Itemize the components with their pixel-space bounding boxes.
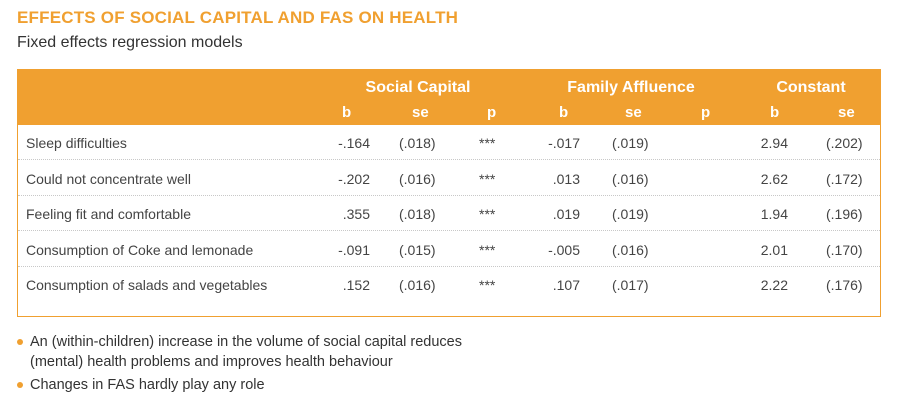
row-label: Consumption of Coke and lemonade [26, 241, 254, 258]
header-c-se: se [838, 104, 855, 121]
cell-c-se: (.176) [826, 277, 863, 293]
cell-sc-se: (.015) [399, 241, 436, 258]
group-constant: Constant [776, 79, 846, 96]
page-title: EFFECTS OF SOCIAL CAPITAL AND FAS ON HEA… [17, 8, 459, 27]
cell-sc-p: *** [479, 241, 496, 258]
cell-sc-se: (.018) [399, 135, 436, 151]
header-c-b: b [770, 104, 780, 121]
cell-c-b: 2.94 [760, 135, 788, 151]
cell-c-b: 1.94 [760, 206, 788, 222]
cell-fa-b: -.017 [548, 135, 580, 151]
cell-fa-se: (.017) [612, 277, 649, 293]
cell-sc-se: (.016) [399, 277, 436, 293]
cell-c-se: (.172) [826, 170, 863, 187]
row-label: Feeling fit and comfortable [26, 206, 191, 222]
cell-sc-b: -.164 [338, 135, 370, 151]
table-row: Could not concentrate well -.202 (.016) ***… [18, 161, 880, 196]
regression-table: Social Capital Family Affluence Constant… [17, 69, 881, 317]
cell-sc-se: (.016) [399, 170, 436, 187]
group-family-affluence: Family Affluence [567, 79, 695, 96]
cell-sc-p: *** [479, 170, 496, 187]
cell-c-se: (.170) [826, 241, 863, 258]
bullet-text: Changes in FAS hardly play any role [30, 377, 265, 393]
cell-sc-p: *** [479, 206, 496, 222]
bullet-item-continuation: (mental) health problems and improves he… [17, 352, 462, 372]
table-row: Consumption of salads and vegetables .152… [18, 267, 880, 302]
cell-sc-b: .152 [342, 277, 370, 293]
bullet-item: Changes in FAS hardly play any role [17, 375, 462, 395]
header-sc-se: se [412, 104, 429, 121]
cell-sc-se: (.018) [399, 206, 436, 222]
cell-fa-se: (.019) [612, 135, 649, 151]
cell-fa-se: (.019) [612, 206, 649, 222]
table-row: Consumption of Coke and lemonade -.091 (.0… [18, 232, 880, 267]
cell-sc-p: *** [479, 135, 496, 151]
row-label: Sleep difficulties [26, 135, 127, 151]
bullet-list: An (within-children) increase in the vol… [17, 332, 462, 398]
cell-sc-b: .355 [342, 206, 370, 222]
header-sc-b: b [342, 104, 352, 121]
cell-fa-se: (.016) [612, 170, 649, 187]
cell-sc-p: *** [479, 277, 496, 293]
cell-c-b: 2.62 [760, 170, 788, 187]
header-sc-p: p [487, 104, 497, 121]
header-fa-se: se [625, 104, 642, 121]
cell-fa-b: .019 [552, 206, 580, 222]
cell-fa-b: .107 [552, 277, 580, 293]
header-fa-b: b [559, 104, 569, 121]
cell-sc-b: -.202 [338, 170, 370, 187]
cell-fa-b: -.005 [548, 241, 580, 258]
bullet-text: (mental) health problems and improves he… [30, 354, 393, 370]
header-fa-p: p [701, 104, 711, 121]
cell-c-se: (.196) [826, 206, 863, 222]
cell-c-b: 2.01 [760, 241, 788, 258]
table-header: Social Capital Family Affluence Constant… [18, 70, 880, 125]
group-social-capital: Social Capital [365, 79, 471, 96]
table-row: Feeling fit and comfortable .355 (.018) ***… [18, 196, 880, 231]
cell-c-se: (.202) [826, 135, 863, 151]
cell-fa-b: .013 [552, 170, 580, 187]
bullet-dot-icon [17, 339, 23, 345]
table-row: Sleep difficulties -.164 (.018) *** -.017 (.0… [18, 125, 880, 160]
bullet-item: An (within-children) increase in the vol… [17, 332, 462, 352]
bullet-text: An (within-children) increase in the vol… [30, 334, 462, 350]
row-label: Consumption of salads and vegetables [26, 277, 268, 293]
cell-c-b: 2.22 [760, 277, 788, 293]
page-subtitle: Fixed effects regression models [17, 34, 243, 51]
cell-sc-b: -.091 [338, 241, 370, 258]
row-label: Could not concentrate well [26, 170, 191, 187]
cell-fa-se: (.016) [612, 241, 649, 258]
bullet-dot-icon [17, 382, 23, 388]
